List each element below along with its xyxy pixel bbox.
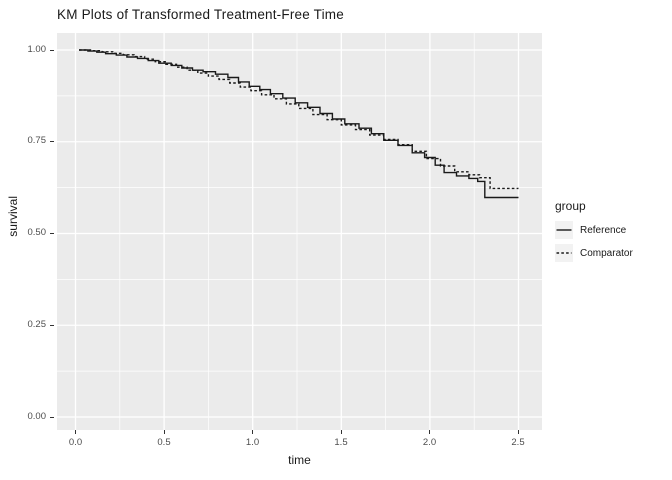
y-tick-mark: [50, 416, 54, 418]
y-tick-label: 0.00: [27, 410, 47, 422]
solid-line-key-icon: [555, 221, 573, 239]
y-tick-label: 0.25: [27, 319, 47, 330]
x-tick-label: 1.0: [245, 437, 260, 448]
x-tick-mark: [252, 430, 253, 434]
y-tick-mark: [50, 141, 54, 142]
km-curves-canvas: [57, 33, 542, 430]
legend-label: Comparator: [580, 247, 633, 259]
x-tick-label: 2.0: [422, 437, 437, 448]
x-tick-mark: [340, 430, 342, 434]
dashed-line-key-icon: [555, 244, 573, 262]
legend: group Reference Comparator: [555, 199, 633, 267]
legend-label: Reference: [580, 224, 627, 236]
legend-title: group: [555, 199, 586, 213]
plot-panel: [57, 33, 542, 430]
y-tick-label: 0.75: [27, 135, 47, 146]
plot-title: KM Plots of Transformed Treatment-Free T…: [57, 7, 344, 22]
y-tick-label: 1.00: [27, 43, 47, 55]
x-tick-mark: [163, 430, 165, 434]
x-tick-label: 0.0: [68, 437, 83, 448]
legend-item-comparator: Comparator: [555, 244, 633, 262]
y-tick-mark: [50, 233, 54, 234]
y-tick-label: 0.50: [27, 227, 47, 238]
x-tick-mark: [75, 430, 76, 434]
x-tick-mark: [518, 430, 519, 434]
legend-item-reference: Reference: [555, 221, 633, 239]
x-tick-label: 2.5: [511, 437, 525, 448]
y-tick-mark: [50, 49, 54, 51]
x-axis-title: time: [288, 453, 311, 467]
comparator-curve: [79, 49, 519, 190]
x-tick-label: 1.5: [334, 437, 348, 448]
y-axis-title: survival: [6, 196, 20, 237]
reference-curve: [79, 49, 519, 199]
y-tick-mark: [50, 325, 54, 326]
x-tick-mark: [429, 430, 430, 434]
x-tick-label: 0.5: [157, 437, 171, 448]
